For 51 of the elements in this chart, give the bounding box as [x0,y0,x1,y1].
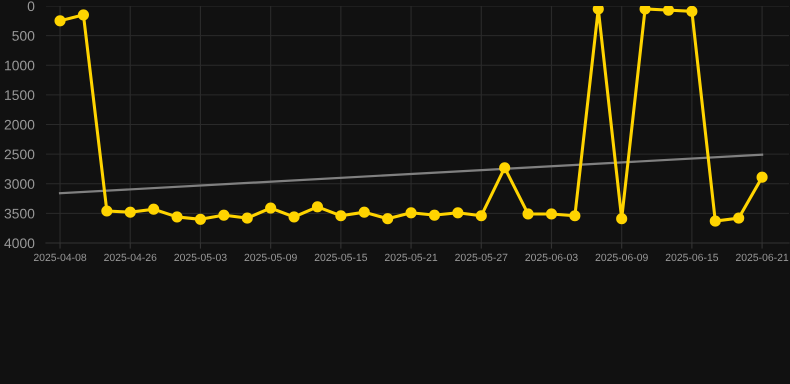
y-tick-label: 1000 [5,60,34,70]
point [194,214,206,225]
y-tick-label: 2500 [4,149,34,160]
x-tick-label: 2025-06-15 [666,254,718,262]
y-tick-label: 4000 [4,238,34,248]
y-tick-label: 2000 [4,120,34,130]
point [710,216,721,227]
point [476,210,487,222]
x-tick-label: 2025-04-26 [104,254,156,262]
point [124,206,136,218]
y-tick-label: 0 [28,1,34,12]
point [218,210,230,221]
point [452,207,464,218]
point [546,208,558,220]
point [499,162,510,174]
point [592,6,604,15]
point [265,202,276,214]
point [78,9,89,20]
y-tick-label: 3000 [4,179,34,189]
y-tick-label: 3500 [4,208,34,219]
point [148,204,160,215]
point [101,205,112,217]
point [406,207,417,218]
x-tick-label: 2025-06-09 [596,254,648,262]
point [616,213,628,224]
y-tick-label: 500 [12,30,34,41]
x-tick-label: 2025-05-09 [244,254,297,262]
x-tick-label: 2025-06-21 [736,254,788,262]
point [288,211,300,222]
x-tick-label: 2025-05-03 [174,254,227,262]
y-tick-label: 1500 [5,90,34,100]
x-tick-label: 2025-05-27 [455,254,508,262]
point [640,6,651,15]
point [54,15,66,26]
x-tick-label: 2025-04-08 [34,254,86,262]
point [428,210,440,221]
x-tick-label: 2025-05-21 [384,254,438,262]
point [171,211,183,222]
point [733,212,744,224]
point [662,6,674,16]
x-tick-label: 2025-06-03 [525,254,578,262]
point [756,172,768,183]
point [242,212,253,224]
point [686,6,698,17]
x-tick-label: 2025-05-15 [314,254,368,262]
point [569,210,580,222]
point [382,213,394,224]
point [522,208,534,220]
point [358,206,370,218]
point [335,210,346,222]
point [312,201,324,212]
